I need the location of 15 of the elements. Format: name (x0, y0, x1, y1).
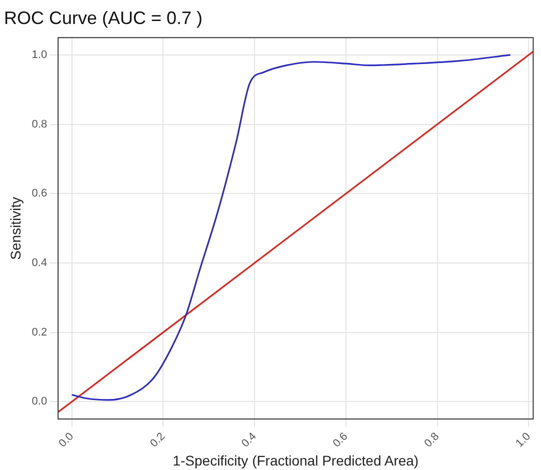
x-tick-label: 0.6 (330, 430, 350, 450)
y-axis-title: Sensitivity (7, 196, 24, 260)
x-tick-label: 0.0 (56, 430, 76, 450)
x-tick-label: 0.4 (240, 430, 259, 450)
x-tick-label: 0.2 (148, 430, 168, 450)
x-tick-label: 0.8 (422, 430, 442, 450)
x-axis-title: 1-Specificity (Fractional Predicted Area) (172, 452, 419, 468)
y-tick-label: 0.2 (32, 326, 48, 338)
chart-title: ROC Curve (AUC = 0.7 ) (4, 8, 203, 28)
y-tick-label: 0.4 (32, 257, 48, 270)
y-tick-label: 1.0 (32, 48, 48, 61)
y-tick-label: 0.6 (32, 188, 48, 200)
y-tick-label: 0.0 (32, 396, 48, 408)
y-tick-label: 0.8 (32, 118, 48, 130)
x-tick-label: 1.0 (514, 430, 533, 450)
